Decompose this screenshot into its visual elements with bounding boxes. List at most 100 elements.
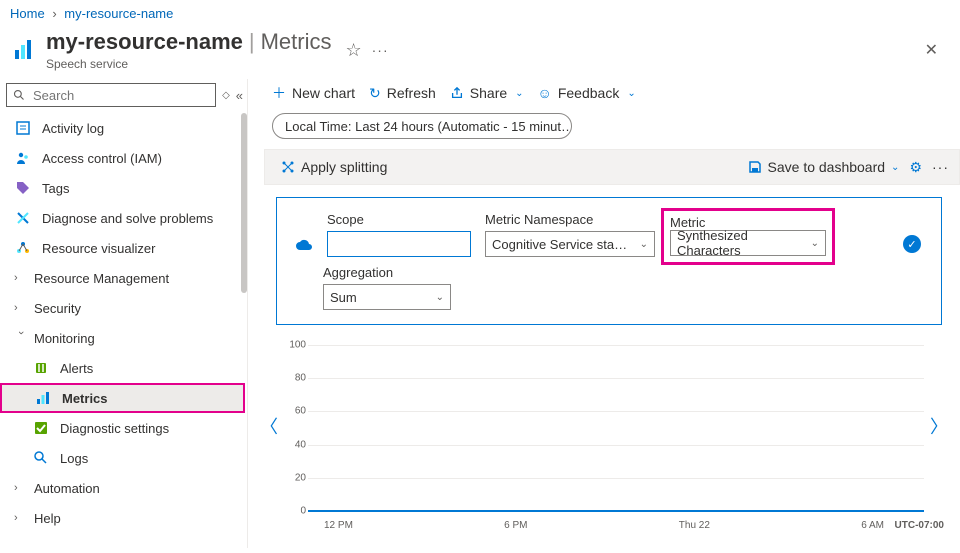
apply-check-icon[interactable]: ✓ (903, 235, 921, 253)
sidebar-search[interactable] (6, 83, 216, 107)
y-tick: 0 (284, 506, 306, 517)
button-label: New chart (292, 85, 355, 101)
breadcrumb-resource[interactable]: my-resource-name (64, 6, 173, 21)
chevron-down-icon: ⌄ (891, 162, 899, 173)
y-tick: 60 (284, 406, 306, 417)
chevron-right-icon: › (14, 272, 28, 284)
chart-settings-button[interactable]: ⚙ (909, 159, 922, 176)
sidebar-item-label: Resource visualizer (42, 241, 155, 256)
chart-toolbar: Apply splitting Save to dashboard ⌄ ⚙ ··· (264, 149, 960, 185)
chart-plot: 100 80 60 40 20 0 (284, 345, 924, 511)
button-label: Apply splitting (301, 159, 387, 175)
aggregation-value: Sum (330, 290, 357, 305)
button-label: Save to dashboard (768, 159, 886, 175)
expand-icon[interactable]: ◇ (222, 90, 230, 101)
sidebar-group-help[interactable]: › Help (0, 503, 245, 533)
splitting-icon (281, 160, 295, 174)
chart-timezone-label: UTC-07:00 (895, 520, 944, 531)
sidebar-group-label: Resource Management (34, 271, 169, 286)
gear-icon: ⚙ (909, 159, 922, 176)
alerts-icon (32, 359, 50, 377)
chevron-right-icon: › (14, 482, 28, 494)
refresh-icon: ↻ (369, 85, 381, 102)
breadcrumb: Home › my-resource-name (0, 0, 960, 25)
collapse-sidebar-icon[interactable]: « (236, 88, 243, 103)
chart-more-button[interactable]: ··· (932, 159, 949, 175)
namespace-dropdown[interactable]: Cognitive Service sta… ⌄ (485, 231, 655, 257)
chart-series-line (308, 510, 924, 512)
sidebar-group-label: Automation (34, 481, 100, 496)
sidebar-group-resource-management[interactable]: › Resource Management (0, 263, 245, 293)
chevron-right-icon: › (14, 512, 28, 524)
sidebar-item-label: Diagnostic settings (60, 421, 169, 436)
sidebar-item-tags[interactable]: Tags (0, 173, 245, 203)
namespace-value: Cognitive Service sta… (492, 237, 627, 252)
diagnostic-settings-icon (32, 419, 50, 437)
access-control-icon (14, 149, 32, 167)
sidebar-item-label: Activity log (42, 121, 104, 136)
button-label: Share (470, 85, 507, 101)
refresh-button[interactable]: ↻ Refresh (369, 85, 436, 102)
metrics-chart: 〈 〉 100 80 60 40 20 0 12 PM 6 PM Thu 22 (260, 345, 948, 535)
plus-icon: ＋ (272, 83, 286, 103)
resource-subtitle: Speech service (46, 57, 331, 71)
x-tick: 6 AM (861, 520, 884, 531)
save-icon (748, 160, 762, 174)
close-icon[interactable]: ✕ (919, 34, 944, 66)
button-label: Feedback (558, 85, 619, 101)
x-tick: 12 PM (324, 520, 353, 531)
save-to-dashboard-button[interactable]: Save to dashboard ⌄ (748, 159, 900, 175)
time-range-pill[interactable]: Local Time: Last 24 hours (Automatic - 1… (272, 113, 572, 139)
sidebar-item-diagnose[interactable]: Diagnose and solve problems (0, 203, 245, 233)
sidebar-item-logs[interactable]: Logs (0, 443, 245, 473)
sidebar-item-label: Metrics (62, 391, 108, 406)
sidebar-nav: Activity log Access control (IAM) Tags D… (0, 113, 247, 548)
sidebar-group-monitoring[interactable]: › Monitoring (0, 323, 245, 353)
chart-prev-button[interactable]: 〈 (260, 413, 278, 439)
title-separator: | (249, 29, 255, 55)
sidebar-item-activity-log[interactable]: Activity log (0, 113, 245, 143)
new-chart-button[interactable]: ＋ New chart (272, 83, 355, 103)
sidebar-item-label: Tags (42, 181, 69, 196)
sidebar-item-resource-visualizer[interactable]: Resource visualizer (0, 233, 245, 263)
feedback-icon: ☺ (538, 85, 552, 101)
more-icon: ··· (932, 159, 949, 175)
feedback-button[interactable]: ☺ Feedback ⌄ (538, 85, 636, 101)
sidebar-group-label: Security (34, 301, 81, 316)
sidebar-item-alerts[interactable]: Alerts (0, 353, 245, 383)
y-tick: 100 (284, 340, 306, 351)
aggregation-field: Aggregation Sum ⌄ (323, 265, 451, 310)
metrics-toolbar: ＋ New chart ↻ Refresh Share ⌄ ☺ Feedback… (248, 79, 960, 111)
scope-dropdown[interactable] (327, 231, 471, 257)
page-header: my-resource-name | Metrics Speech servic… (0, 25, 960, 79)
sidebar-group-label: Help (34, 511, 61, 526)
resource-type-icon (12, 38, 36, 62)
sidebar-item-metrics[interactable]: Metrics (0, 383, 245, 413)
chevron-down-icon: ⌄ (811, 238, 819, 249)
search-input[interactable] (31, 87, 209, 104)
main-content: ＋ New chart ↻ Refresh Share ⌄ ☺ Feedback… (248, 79, 960, 548)
sidebar-group-security[interactable]: › Security (0, 293, 245, 323)
metric-field: Metric Synthesized Characters ⌄ (669, 214, 827, 257)
share-button[interactable]: Share ⌄ (450, 85, 524, 101)
sidebar-scrollbar[interactable] (241, 113, 247, 548)
search-icon (13, 89, 25, 101)
sidebar-item-diagnostic-settings[interactable]: Diagnostic settings (0, 413, 245, 443)
aggregation-dropdown[interactable]: Sum ⌄ (323, 284, 451, 310)
chart-next-button[interactable]: 〉 (930, 413, 948, 439)
chevron-down-icon: ⌄ (436, 292, 444, 303)
resource-name: my-resource-name (46, 29, 243, 55)
chevron-down-icon: ⌄ (515, 88, 523, 99)
chart-x-axis: 12 PM 6 PM Thu 22 6 AM (284, 520, 924, 531)
sidebar-group-automation[interactable]: › Automation (0, 473, 245, 503)
apply-splitting-button[interactable]: Apply splitting (281, 159, 387, 175)
breadcrumb-home[interactable]: Home (10, 6, 45, 21)
favorite-star-icon[interactable]: ☆ (345, 40, 361, 61)
chevron-right-icon: › (14, 302, 28, 314)
sidebar-item-access-control[interactable]: Access control (IAM) (0, 143, 245, 173)
metric-dropdown[interactable]: Synthesized Characters ⌄ (670, 230, 826, 256)
tags-icon (14, 179, 32, 197)
scope-field: Scope (327, 212, 471, 257)
more-actions-icon[interactable]: ··· (372, 42, 389, 58)
sidebar-item-label: Alerts (60, 361, 93, 376)
